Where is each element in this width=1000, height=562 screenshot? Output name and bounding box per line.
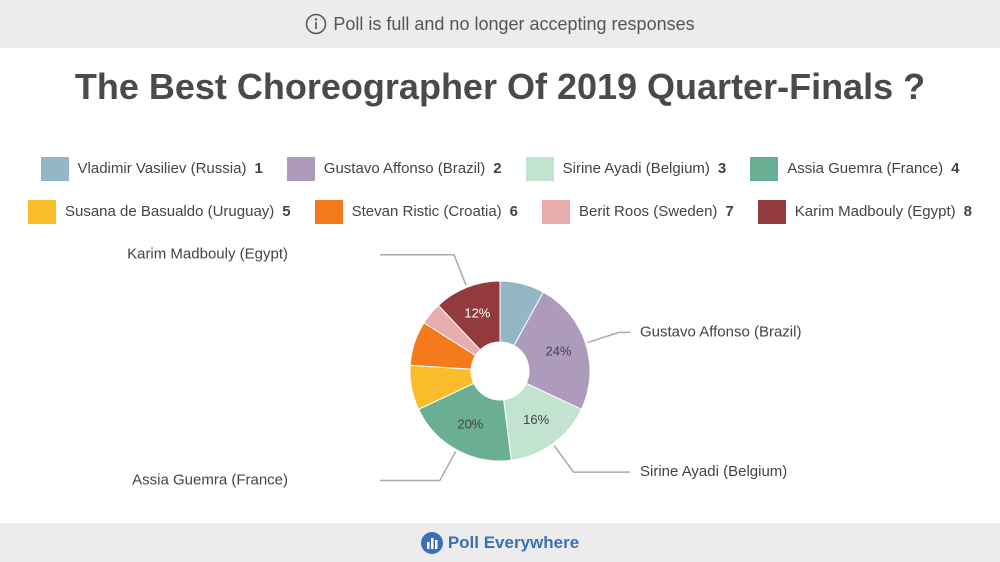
value-label: 24% — [545, 343, 571, 358]
legend-number: 3 — [717, 160, 727, 177]
legend-swatch — [286, 156, 315, 181]
callout-line — [553, 444, 630, 473]
legend-number: 6 — [509, 203, 519, 220]
legend-item: Vladimir Vasiliev (Russia) 1 — [40, 156, 263, 181]
slice — [513, 291, 591, 410]
legend-swatch — [757, 199, 786, 224]
status-banner: Poll is full and no longer accepting res… — [0, 0, 1000, 48]
slice — [437, 280, 501, 351]
brand: Poll Everywhere — [447, 532, 580, 552]
logo-icon — [420, 531, 443, 554]
legend-item: Stevan Ristic (Croatia) 6 — [314, 199, 519, 224]
value-label: 12% — [464, 305, 490, 320]
legend-swatch — [27, 199, 56, 224]
chart-title: The Best Choreographer Of 2019 Quarter-F… — [74, 66, 926, 107]
legend-item: Sirine Ayadi (Belgium) 3 — [525, 156, 727, 181]
legend-item: Gustavo Affonso (Brazil) 2 — [286, 156, 502, 181]
legend-number: 2 — [493, 160, 502, 177]
legend-number: 4 — [951, 160, 960, 177]
legend-number: 1 — [254, 160, 263, 177]
legend-item: Berit Roos (Sweden) 7 — [542, 199, 734, 224]
legend-item: Karim Madbouly (Egypt) 8 — [757, 199, 973, 224]
legend-swatch — [314, 199, 343, 224]
legend-label: Sirine Ayadi (Belgium) — [562, 160, 710, 177]
callout-label: Sirine Ayadi (Belgium) — [640, 463, 787, 480]
value-label: 16% — [523, 412, 549, 427]
info-icon — [306, 13, 327, 35]
legend-label: Gustavo Affonso (Brazil) — [323, 160, 486, 177]
legend-swatch — [525, 156, 554, 181]
chart: 24% Gustavo Affonso (Brazil) 16% Sirine Aya… — [127, 246, 801, 489]
callout-label: Gustavo Affonso (Brazil) — [640, 323, 801, 340]
callout-label: Karim Madbouly (Egypt) — [127, 246, 288, 263]
legend-number: 5 — [282, 203, 291, 220]
legend: Vladimir Vasiliev (Russia) 1 Gustavo Affon… — [0, 156, 1000, 224]
banner-text: Poll is full and no longer accepting res… — [333, 13, 695, 34]
legend-label: Stevan Ristic (Croatia) — [351, 203, 502, 220]
slice — [503, 382, 583, 461]
slice — [417, 382, 512, 462]
callout-line — [380, 451, 457, 482]
legend-item: Susana de Basualdo (Uruguay) 5 — [27, 199, 291, 224]
legend-swatch — [542, 199, 571, 224]
callout-label: Assia Guemra (France) — [132, 472, 288, 489]
legend-number: 8 — [963, 203, 973, 220]
legend-label: Susana de Basualdo (Uruguay) — [64, 203, 275, 220]
legend-label: Karim Madbouly (Egypt) — [794, 203, 956, 220]
legend-label: Berit Roos (Sweden) — [579, 203, 718, 220]
footer: Poll Everywhere — [0, 523, 1000, 562]
legend-label: Assia Guemra (France) — [787, 160, 944, 177]
value-label: 20% — [457, 416, 483, 431]
legend-swatch — [750, 156, 779, 181]
legend-swatch — [40, 156, 69, 181]
legend-item: Assia Guemra (France) 4 — [750, 156, 959, 181]
legend-number: 7 — [725, 203, 734, 220]
callout-line — [587, 331, 630, 344]
legend-label: Vladimir Vasiliev (Russia) — [77, 160, 247, 177]
callout-line — [380, 254, 467, 286]
